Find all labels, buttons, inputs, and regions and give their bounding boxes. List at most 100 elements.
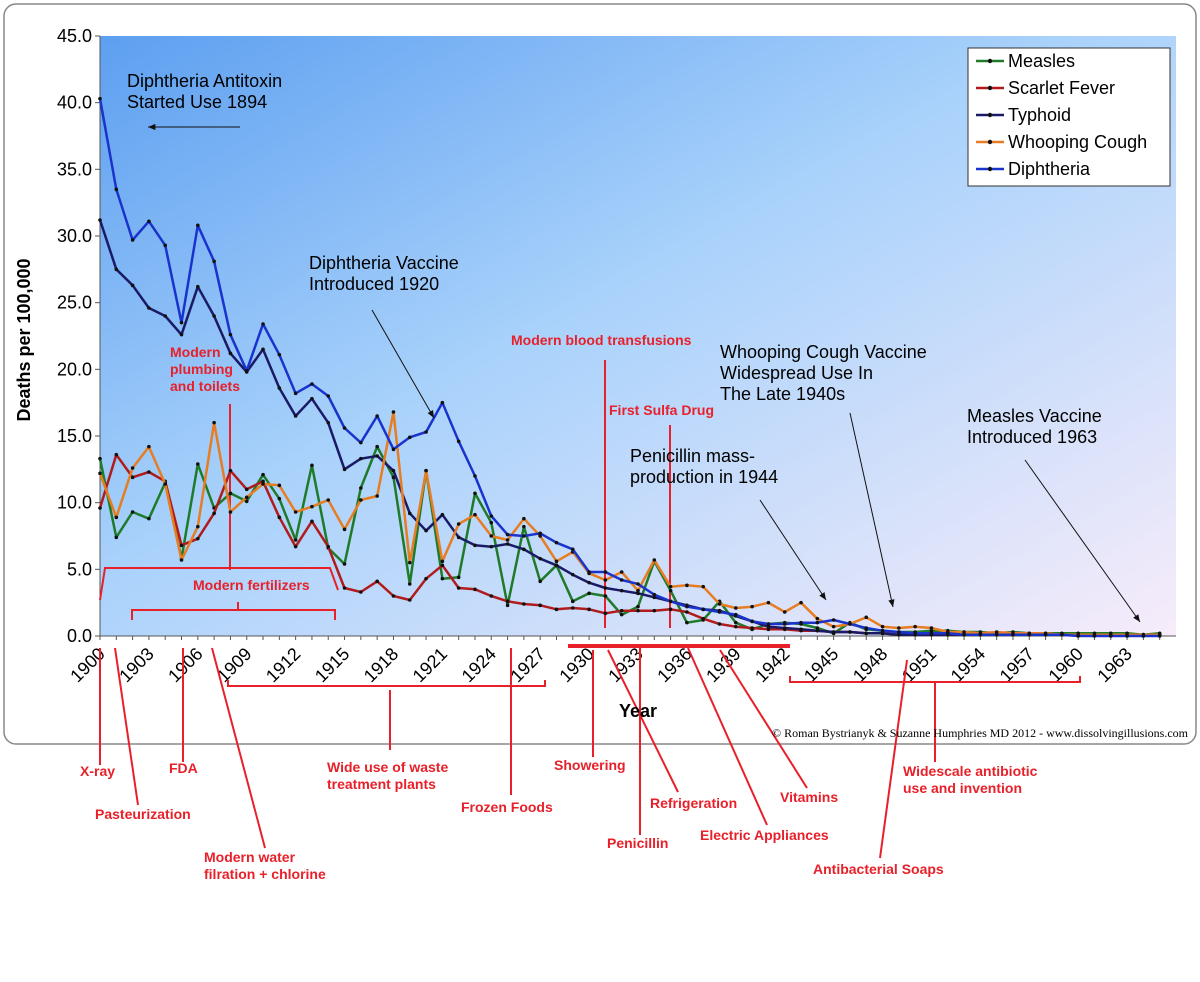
data-point xyxy=(489,514,494,518)
data-point xyxy=(261,479,265,484)
data-point xyxy=(342,586,347,590)
data-point xyxy=(1011,632,1015,637)
data-point xyxy=(375,579,379,584)
data-point xyxy=(619,608,624,613)
data-point xyxy=(98,218,102,222)
data-point xyxy=(440,563,445,568)
data-point xyxy=(473,512,477,517)
data-point xyxy=(701,616,706,621)
data-point xyxy=(261,472,265,477)
data-point xyxy=(554,563,559,568)
data-point xyxy=(717,622,722,626)
data-point xyxy=(652,595,657,600)
data-point xyxy=(570,547,575,552)
data-point xyxy=(114,515,119,520)
data-point xyxy=(310,463,314,468)
event-label-below: Showering xyxy=(554,757,626,773)
data-point xyxy=(734,612,738,617)
data-point xyxy=(522,547,526,552)
data-point xyxy=(685,620,689,625)
legend-label: Scarlet Fever xyxy=(1008,78,1115,98)
data-point xyxy=(489,520,494,525)
data-point xyxy=(1076,634,1080,638)
data-point xyxy=(391,475,396,480)
data-point xyxy=(636,591,640,596)
x-axis-title: Year xyxy=(619,701,657,721)
data-point xyxy=(864,615,869,620)
annotation-arrowhead xyxy=(1133,614,1140,622)
data-point xyxy=(587,591,591,596)
annotation-arrowhead xyxy=(427,410,434,418)
data-point xyxy=(864,631,869,636)
data-point xyxy=(407,435,412,440)
legend-label: Diphtheria xyxy=(1008,159,1091,179)
event-bracket xyxy=(789,676,1081,683)
data-point xyxy=(375,454,379,458)
data-point xyxy=(848,630,852,634)
data-point xyxy=(685,583,689,588)
data-point xyxy=(668,607,673,612)
data-point xyxy=(522,524,526,529)
data-point xyxy=(815,620,820,625)
annotation-arrowhead xyxy=(888,599,895,607)
data-point xyxy=(766,600,771,605)
data-point xyxy=(293,414,298,418)
data-point xyxy=(538,556,542,561)
data-point xyxy=(261,322,265,326)
data-point xyxy=(456,439,461,444)
data-point xyxy=(228,491,233,496)
data-point xyxy=(277,515,282,520)
annotation-arrowhead xyxy=(148,123,156,131)
data-point xyxy=(1092,634,1097,638)
event-label-below: Frozen Foods xyxy=(461,799,553,815)
data-point xyxy=(310,396,314,401)
data-point xyxy=(1141,634,1146,638)
annotation-text: Measles Vaccine Introduced 1963 xyxy=(967,406,1102,447)
data-point xyxy=(293,538,298,542)
data-point xyxy=(293,544,298,549)
data-point xyxy=(407,582,412,586)
data-point xyxy=(196,536,200,541)
data-point xyxy=(310,519,314,524)
data-point xyxy=(880,631,885,636)
y-tick-label: 10.0 xyxy=(57,493,92,513)
data-point xyxy=(815,626,820,630)
y-tick-label: 35.0 xyxy=(57,159,92,179)
data-point xyxy=(244,487,249,492)
data-point xyxy=(440,512,445,517)
data-point xyxy=(179,332,184,337)
data-point xyxy=(179,543,184,548)
data-point xyxy=(668,588,673,593)
data-point xyxy=(880,624,885,629)
y-tick-label: 40.0 xyxy=(57,93,92,113)
data-point xyxy=(342,426,347,430)
data-point xyxy=(717,610,722,614)
data-point xyxy=(228,332,233,337)
data-point xyxy=(277,496,282,501)
event-label-inside: First Sulfa Drug xyxy=(609,402,714,418)
event-label-inside: Modern fertilizers xyxy=(193,577,310,593)
data-point xyxy=(636,604,640,609)
data-point xyxy=(342,527,347,532)
data-point xyxy=(587,580,591,585)
data-point xyxy=(440,576,445,581)
data-point xyxy=(244,495,249,500)
event-label-below: Refrigeration xyxy=(650,795,737,811)
data-point xyxy=(668,584,673,589)
data-point xyxy=(228,468,233,473)
data-point xyxy=(326,420,331,425)
event-label-below: Electric Appliances xyxy=(700,827,829,843)
legend-marker xyxy=(987,166,993,172)
data-point xyxy=(897,626,901,630)
data-point xyxy=(114,452,119,457)
series-line-diphtheria xyxy=(98,98,1160,638)
annotation-text: Penicillin mass-production in 1944 xyxy=(630,446,778,487)
data-point xyxy=(799,620,803,625)
data-point xyxy=(717,602,722,606)
data-point xyxy=(473,587,477,592)
data-point xyxy=(864,626,869,630)
data-point xyxy=(424,430,428,434)
data-point xyxy=(147,306,151,310)
data-point xyxy=(342,562,347,566)
annotation-arrow xyxy=(759,499,827,601)
